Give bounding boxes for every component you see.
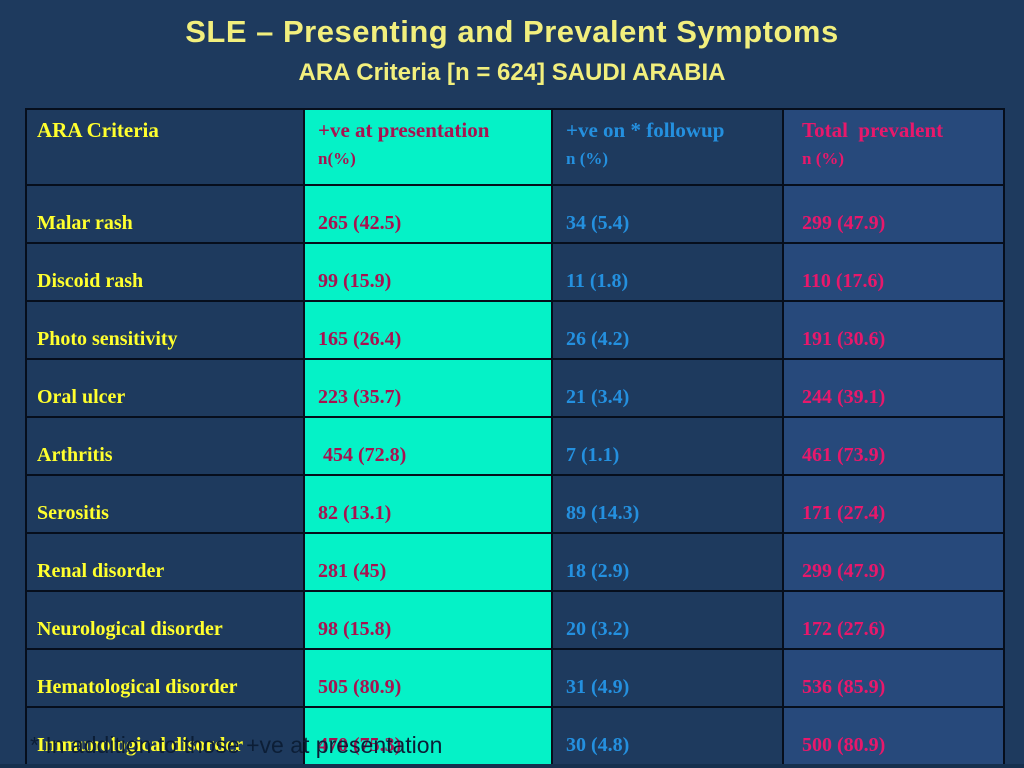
cell-followup: 31 (4.9) xyxy=(551,648,784,708)
cell-criteria: Malar rash xyxy=(25,184,305,244)
cell-followup: 34 (5.4) xyxy=(551,184,784,244)
header-presentation: +ve at presentation n(%) xyxy=(303,108,553,186)
header-followup-sub: n (%) xyxy=(566,149,609,169)
table-row: Hematological disorder 505 (80.9) 31 (4.… xyxy=(25,648,1005,708)
cell-presentation: 265 (42.5) xyxy=(303,184,553,244)
header-total-label: Total prevalent xyxy=(802,118,944,142)
cell-total: 299 (47.9) xyxy=(782,184,1005,244)
cell-followup: 21 (3.4) xyxy=(551,358,784,418)
cell-criteria: Hematological disorder xyxy=(25,648,305,708)
cell-total: 536 (85.9) xyxy=(782,648,1005,708)
cell-criteria: Neurological disorder xyxy=(25,590,305,650)
table-row: Immunological disorder 470 (75.3) 30 (4.… xyxy=(25,706,1005,766)
cell-total: 110 (17.6) xyxy=(782,242,1005,302)
slide-subtitle: ARA Criteria [n = 624] SAUDI ARABIA xyxy=(298,59,726,86)
table-row: Photo sensitivity 165 (26.4) 26 (4.2) 19… xyxy=(25,300,1005,360)
cell-presentation: 223 (35.7) xyxy=(303,358,553,418)
cell-criteria: Renal disorder xyxy=(25,532,305,592)
header-total-sub: n (%) xyxy=(802,149,845,169)
cell-total: 172 (27.6) xyxy=(782,590,1005,650)
cell-presentation: 98 (15.8) xyxy=(303,590,553,650)
cell-criteria: Oral ulcer xyxy=(25,358,305,418)
bottom-strip xyxy=(0,764,1024,768)
cell-presentation: 82 (13.1) xyxy=(303,474,553,534)
cell-total: 299 (47.9) xyxy=(782,532,1005,592)
table-row: Neurological disorder 98 (15.8) 20 (3.2)… xyxy=(25,590,1005,650)
header-ara-criteria: ARA Criteria xyxy=(25,108,305,186)
cell-total: 191 (30.6) xyxy=(782,300,1005,360)
cell-criteria: Arthritis xyxy=(25,416,305,476)
cell-total: 244 (39.1) xyxy=(782,358,1005,418)
cell-followup: 11 (1.8) xyxy=(551,242,784,302)
cell-followup: 18 (2.9) xyxy=(551,532,784,592)
header-total: Total prevalent n (%) xyxy=(782,108,1005,186)
cell-criteria: Photo sensitivity xyxy=(25,300,305,360)
table-row: Malar rash 265 (42.5) 34 (5.4) 299 (47.9… xyxy=(25,184,1005,244)
cell-followup: 20 (3.2) xyxy=(551,590,784,650)
table-row: Renal disorder 281 (45) 18 (2.9) 299 (47… xyxy=(25,532,1005,592)
header-followup-label: +ve on * followup xyxy=(566,118,725,142)
cell-total: 500 (80.9) xyxy=(782,706,1005,766)
header-presentation-label: +ve at presentation xyxy=(318,118,490,142)
cell-criteria: Discoid rash xyxy=(25,242,305,302)
cell-presentation: 505 (80.9) xyxy=(303,648,553,708)
title-block: SLE – Presenting and Prevalent Symptoms … xyxy=(0,14,1024,87)
footnote: * In addition to those +ve at presentati… xyxy=(30,732,443,758)
header-presentation-sub: n(%) xyxy=(318,149,356,169)
cell-presentation: 99 (15.9) xyxy=(303,242,553,302)
cell-followup: 89 (14.3) xyxy=(551,474,784,534)
cell-criteria: Immunological disorder xyxy=(25,706,305,766)
table-row: Oral ulcer 223 (35.7) 21 (3.4) 244 (39.1… xyxy=(25,358,1005,418)
cell-total: 171 (27.4) xyxy=(782,474,1005,534)
header-followup: +ve on * followup n (%) xyxy=(551,108,784,186)
cell-criteria: Serositis xyxy=(25,474,305,534)
cell-total: 461 (73.9) xyxy=(782,416,1005,476)
slide-title: SLE – Presenting and Prevalent Symptoms xyxy=(185,14,839,49)
cell-followup: 7 (1.1) xyxy=(551,416,784,476)
table-row: Discoid rash 99 (15.9) 11 (1.8) 110 (17.… xyxy=(25,242,1005,302)
cell-presentation: 281 (45) xyxy=(303,532,553,592)
cell-presentation: 165 (26.4) xyxy=(303,300,553,360)
cell-presentation: 470 (75.3) xyxy=(303,706,553,766)
table-row: Arthritis 454 (72.8) 7 (1.1) 461 (73.9) xyxy=(25,416,1005,476)
cell-presentation: 454 (72.8) xyxy=(303,416,553,476)
table-header-row: ARA Criteria +ve at presentation n(%) +ve… xyxy=(25,108,1005,186)
cell-followup: 26 (4.2) xyxy=(551,300,784,360)
cell-followup: 30 (4.8) xyxy=(551,706,784,766)
symptoms-table: ARA Criteria +ve at presentation n(%) +ve… xyxy=(25,108,1005,768)
table-row: Serositis 82 (13.1) 89 (14.3) 171 (27.4) xyxy=(25,474,1005,534)
